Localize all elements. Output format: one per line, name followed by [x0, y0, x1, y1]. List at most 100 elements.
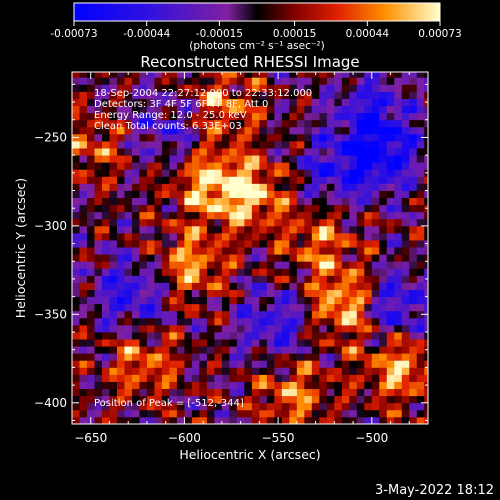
heatmap-cell	[94, 346, 103, 354]
heatmap-cell	[206, 225, 215, 234]
heatmap-cell	[281, 162, 290, 170]
heatmap-cell	[386, 388, 395, 397]
heatmap-cell	[154, 346, 163, 354]
heatmap-cell	[274, 91, 283, 99]
heatmap-cell	[319, 211, 328, 220]
heatmap-cell	[206, 247, 215, 255]
heatmap-cell	[206, 339, 215, 347]
heatmap-cell	[116, 211, 125, 220]
heatmap-cell	[206, 77, 215, 85]
heatmap-cell	[409, 409, 418, 418]
heatmap-cell	[109, 126, 118, 135]
heatmap-cell	[281, 339, 290, 347]
heatmap-cell	[72, 275, 80, 283]
heatmap-cell	[236, 317, 245, 326]
heatmap-cell	[281, 402, 290, 411]
heatmap-cell	[266, 353, 275, 361]
heatmap-cell	[221, 232, 230, 241]
heatmap-cell	[94, 197, 103, 206]
heatmap-cell	[109, 98, 118, 107]
heatmap-cell	[236, 254, 245, 262]
heatmap-cell	[146, 218, 155, 227]
heatmap-cell	[236, 296, 245, 305]
heatmap-cell	[304, 112, 313, 121]
heatmap-cell	[199, 240, 208, 248]
heatmap-cell	[356, 105, 365, 114]
heatmap-cell	[146, 176, 155, 184]
heatmap-cell	[116, 105, 125, 114]
colorbar-tick-label: -0.00044	[123, 28, 171, 40]
heatmap-cell	[364, 332, 373, 340]
heatmap-cell	[199, 140, 208, 149]
heatmap-cell	[251, 409, 260, 418]
heatmap-cell	[146, 126, 155, 135]
heatmap-cell	[206, 395, 215, 404]
colorbar-tick-label: 0.00073	[418, 28, 461, 40]
heatmap-cell	[169, 353, 178, 361]
heatmap-cell	[109, 169, 118, 177]
info-line-time: 18-Sep-2004 22:27:12.000 to 22:33:12.000	[94, 88, 312, 99]
heatmap-cell	[131, 310, 140, 319]
x-tick-label: −600	[168, 431, 201, 445]
heatmap-cell	[79, 84, 88, 92]
heatmap-cell	[311, 169, 320, 177]
heatmap-cell	[72, 268, 80, 276]
heatmap-cell	[161, 183, 170, 191]
heatmap-cell	[311, 183, 320, 191]
heatmap-cell	[311, 402, 320, 411]
heatmap-cell	[394, 84, 403, 92]
heatmap-cell	[416, 169, 425, 177]
heatmap-cell	[266, 232, 275, 241]
heatmap-cell	[341, 218, 350, 227]
heatmap-cell	[109, 190, 118, 198]
heatmap-cell	[341, 183, 350, 191]
heatmap-cell	[341, 162, 350, 170]
heatmap-cell	[259, 395, 268, 404]
heatmap-cell	[379, 395, 388, 404]
heatmap-cell	[289, 247, 298, 255]
heatmap-cell	[334, 282, 343, 290]
heatmap-cell	[349, 388, 358, 397]
heatmap-cell	[169, 310, 178, 319]
heatmap-cell	[244, 169, 253, 177]
heatmap-cell	[371, 225, 380, 234]
heatmap-cell	[109, 247, 118, 255]
heatmap-cell	[379, 126, 388, 135]
heatmap-cell	[101, 268, 110, 276]
heatmap-cell	[131, 360, 140, 368]
heatmap-cell	[394, 98, 403, 107]
heatmap-cell	[146, 346, 155, 354]
heatmap-cell	[371, 72, 380, 78]
colorbar-gradient	[73, 2, 441, 22]
heatmap-cell	[289, 91, 298, 99]
heatmap-cell	[116, 381, 125, 390]
heatmap-cell	[296, 388, 305, 397]
heatmap-cell	[424, 72, 428, 78]
heatmap-cell	[154, 332, 163, 340]
heatmap-cell	[409, 119, 418, 128]
heatmap-cell	[176, 240, 185, 248]
heatmap-cell	[184, 296, 193, 305]
heatmap-cell	[101, 204, 110, 213]
heatmap-cell	[86, 317, 95, 326]
heatmap-cell	[341, 133, 350, 142]
heatmap-cell	[341, 268, 350, 276]
heatmap-cell	[191, 310, 200, 319]
heatmap-cell	[184, 303, 193, 312]
heatmap-cell	[364, 133, 373, 142]
heatmap-cell	[244, 183, 253, 191]
heatmap-cell	[251, 183, 260, 191]
heatmap-cell	[281, 268, 290, 276]
heatmap-cell	[191, 324, 200, 333]
heatmap-cell	[154, 416, 163, 424]
heatmap-cell	[154, 282, 163, 290]
heatmap-cell	[356, 310, 365, 319]
heatmap-cell	[146, 374, 155, 382]
heatmap-cell	[281, 282, 290, 290]
heatmap-cell	[191, 169, 200, 177]
heatmap-cell	[72, 176, 80, 184]
heatmap-cell	[296, 374, 305, 382]
heatmap-cell	[236, 105, 245, 114]
heatmap-cell	[116, 374, 125, 382]
heatmap-cell	[191, 303, 200, 312]
